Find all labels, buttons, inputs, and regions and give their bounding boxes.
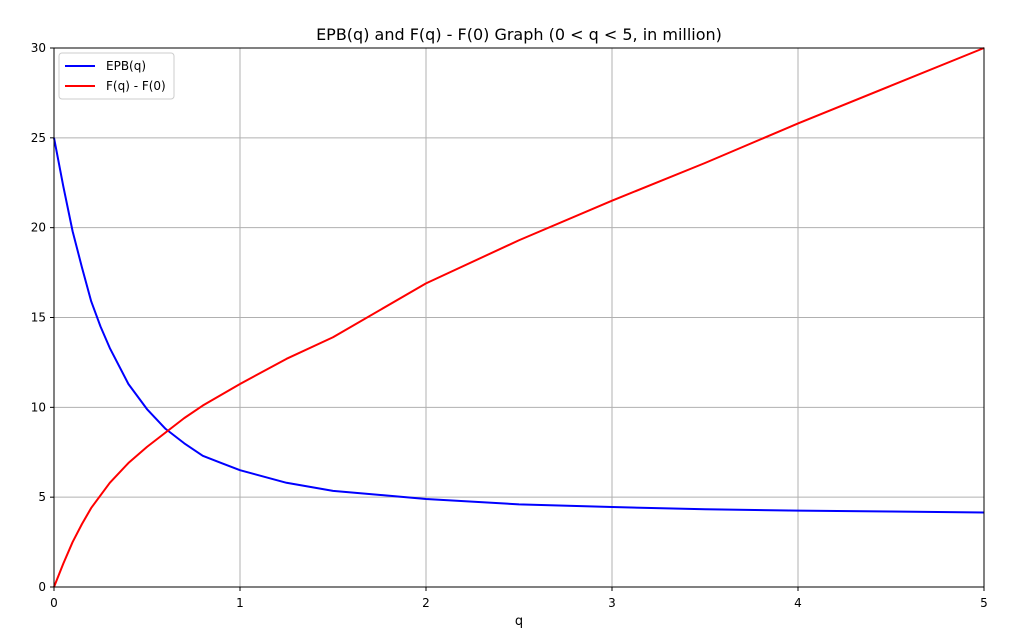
y-tick-label: 5 — [38, 490, 46, 504]
x-axis-label: q — [515, 614, 523, 629]
x-tick-label: 4 — [794, 596, 802, 610]
y-tick-label: 20 — [31, 221, 46, 235]
x-tick-label: 1 — [236, 596, 244, 610]
legend-label-epb: EPB(q) — [106, 59, 146, 73]
x-tick-label: 0 — [50, 596, 58, 610]
y-tick-label: 15 — [31, 311, 46, 325]
legend: EPB(q) F(q) - F(0) — [58, 52, 175, 100]
x-tick-label: 2 — [422, 596, 430, 610]
x-tick-label: 3 — [608, 596, 616, 610]
y-tick-label: 0 — [38, 580, 46, 594]
series-line-f — [53, 47, 985, 588]
axis-ticks: 0 1 2 3 4 5 0 5 10 15 20 25 30 — [31, 41, 988, 610]
legend-box — [58, 52, 175, 100]
y-tick-label: 25 — [31, 131, 46, 145]
y-tick-label: 30 — [31, 41, 46, 55]
series-lines — [53, 47, 985, 588]
x-tick-label: 5 — [980, 596, 988, 610]
legend-label-f: F(q) - F(0) — [106, 79, 166, 93]
chart-title: EPB(q) and F(q) - F(0) Graph (0 < q < 5,… — [316, 25, 722, 44]
y-tick-label: 10 — [31, 400, 46, 414]
series-line-epb — [53, 137, 985, 514]
